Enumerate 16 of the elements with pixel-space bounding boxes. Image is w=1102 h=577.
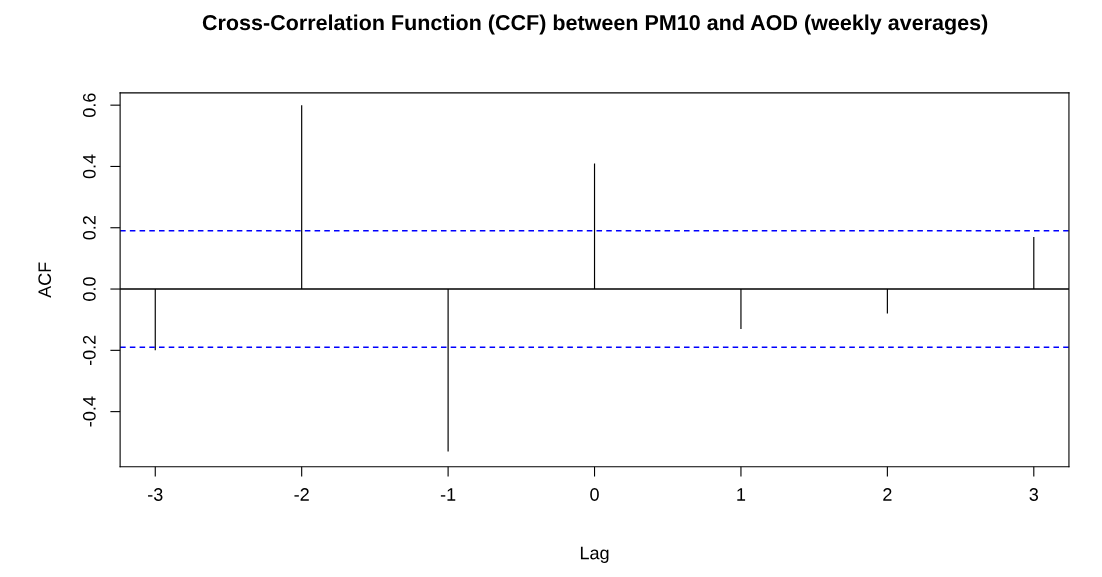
y-tick-label: 0.4 — [82, 154, 96, 179]
chart-title: Cross-Correlation Function (CCF) between PM10 and AOD (weekly averages) — [202, 14, 988, 35]
x-tick-label: 3 — [1029, 488, 1039, 501]
y-tick-label: 0.2 — [82, 216, 96, 240]
y-axis-title: ACF — [38, 262, 52, 298]
y-tick-label: 0.6 — [82, 93, 96, 117]
x-axis-title: Lag — [580, 546, 609, 563]
y-tick-label: -0.2 — [82, 335, 96, 366]
y-tick-label: -0.4 — [82, 396, 96, 427]
y-tick-label: 0.0 — [82, 277, 96, 301]
x-tick-label: -2 — [294, 488, 309, 501]
x-tick-label: -3 — [148, 488, 163, 501]
x-tick-label: -1 — [440, 488, 456, 501]
x-tick-label: 1 — [737, 488, 746, 501]
x-tick-label: 0 — [590, 488, 599, 501]
x-tick-label: 2 — [883, 488, 892, 501]
